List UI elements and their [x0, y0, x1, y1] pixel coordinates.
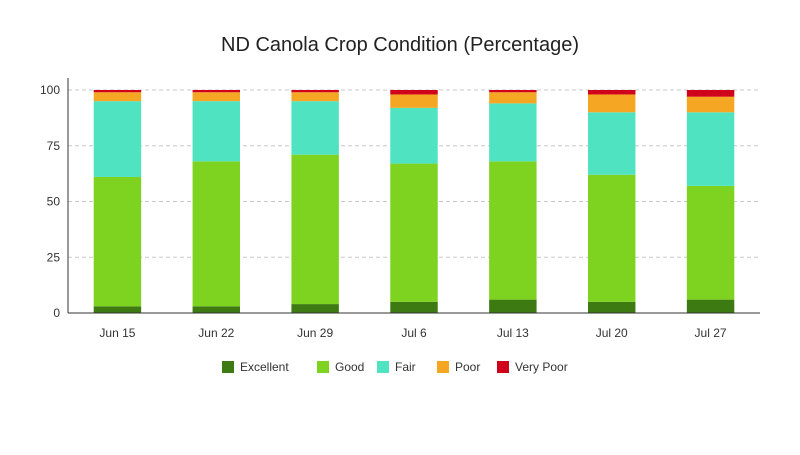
bar-segment-very-poor: [390, 90, 438, 95]
y-tick-label: 100: [40, 83, 60, 97]
bar-segment-excellent: [587, 301, 636, 313]
bar-segment-very-poor: [93, 90, 142, 93]
bar-segment-fair: [291, 101, 339, 155]
x-tick-label: Jul 13: [497, 326, 529, 340]
legend-label: Excellent: [240, 360, 289, 374]
x-tick-label: Jun 22: [198, 326, 234, 340]
y-tick-label: 0: [53, 306, 60, 320]
bar-segment-poor: [390, 94, 438, 108]
bar-segment-poor: [489, 92, 537, 104]
x-tick-label: Jul 20: [596, 326, 628, 340]
legend-swatch: [437, 361, 449, 373]
bar-segment-excellent: [390, 301, 438, 313]
chart-title: ND Canola Crop Condition (Percentage): [221, 34, 579, 56]
bar-segment-poor: [192, 92, 241, 102]
bar-segment-very-poor: [489, 90, 537, 93]
y-tick-label: 50: [47, 195, 61, 209]
bar-segment-very-poor: [291, 90, 339, 93]
bar-segment-very-poor: [686, 90, 735, 97]
y-tick-label: 25: [47, 250, 61, 264]
bar-segment-poor: [587, 94, 636, 113]
bar-segment-good: [587, 174, 636, 302]
bar-segment-good: [291, 154, 339, 305]
legend-label: Very Poor: [515, 360, 568, 374]
bar-segment-fair: [390, 107, 438, 164]
legend-label: Poor: [455, 360, 480, 374]
bar-segment-very-poor: [587, 90, 636, 95]
bar-segment-excellent: [93, 306, 142, 313]
bar-segment-excellent: [686, 299, 735, 313]
bar-segment-good: [390, 163, 438, 302]
bar-segment-excellent: [489, 299, 537, 313]
legend-swatch: [377, 361, 389, 373]
bar-segment-excellent: [291, 304, 339, 313]
bar-segment-fair: [93, 101, 142, 177]
bar-segment-excellent: [192, 306, 241, 313]
bar-segment-very-poor: [192, 90, 241, 93]
bar-segment-good: [489, 161, 537, 300]
bar-segment-fair: [587, 112, 636, 175]
legend-label: Good: [335, 360, 364, 374]
bar-segment-good: [93, 176, 142, 307]
x-tick-label: Jul 6: [401, 326, 427, 340]
x-tick-label: Jun 15: [99, 326, 135, 340]
bar-segment-poor: [93, 92, 142, 102]
bar-segment-fair: [489, 103, 537, 162]
x-tick-label: Jun 29: [297, 326, 333, 340]
bar-segment-fair: [192, 101, 241, 162]
legend-swatch: [317, 361, 329, 373]
bar-segment-good: [192, 161, 241, 307]
legend-swatch: [222, 361, 234, 373]
x-tick-label: Jul 27: [695, 326, 727, 340]
legend-label: Fair: [395, 360, 416, 374]
bar-segment-fair: [686, 112, 735, 186]
bar-segment-poor: [686, 96, 735, 113]
bar-segment-good: [686, 185, 735, 300]
legend-swatch: [497, 361, 509, 373]
y-tick-label: 75: [47, 139, 61, 153]
bar-segment-poor: [291, 92, 339, 102]
